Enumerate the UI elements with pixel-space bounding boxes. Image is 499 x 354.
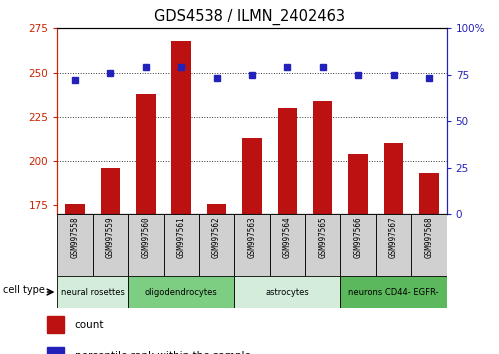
Text: count: count	[75, 320, 104, 330]
Text: GSM997567: GSM997567	[389, 217, 398, 258]
Bar	[128, 276, 235, 308]
Text: oligodendrocytes: oligodendrocytes	[145, 287, 218, 297]
Text: GSM997558: GSM997558	[70, 217, 79, 258]
Bar	[136, 94, 156, 214]
Bar	[57, 276, 128, 308]
Bar	[376, 214, 411, 276]
Bar	[340, 276, 447, 308]
Text: GSM997568: GSM997568	[425, 217, 434, 258]
Bar	[199, 214, 235, 276]
Text: cell type: cell type	[3, 285, 45, 296]
Text: GSM997566: GSM997566	[354, 217, 363, 258]
Text: GSM997563: GSM997563	[248, 217, 256, 258]
Bar	[277, 108, 297, 214]
Bar	[47, 347, 64, 354]
Text: GSM997564: GSM997564	[283, 217, 292, 258]
Text: GSM997560: GSM997560	[141, 217, 150, 258]
Bar	[93, 214, 128, 276]
Text: percentile rank within the sample: percentile rank within the sample	[75, 350, 250, 354]
Text: neural rosettes: neural rosettes	[61, 287, 125, 297]
Bar	[340, 214, 376, 276]
Text: GDS4538 / ILMN_2402463: GDS4538 / ILMN_2402463	[154, 9, 345, 25]
Bar	[57, 214, 93, 276]
Bar	[235, 276, 340, 308]
Bar	[269, 214, 305, 276]
Bar	[235, 214, 269, 276]
Bar	[305, 214, 340, 276]
Text: GSM997559: GSM997559	[106, 217, 115, 258]
Bar	[384, 143, 403, 214]
Bar	[313, 101, 332, 214]
Bar	[411, 214, 447, 276]
Bar	[101, 168, 120, 214]
Text: astrocytes: astrocytes	[265, 287, 309, 297]
Text: neurons CD44- EGFR-: neurons CD44- EGFR-	[348, 287, 439, 297]
Bar	[348, 154, 368, 214]
Bar	[164, 214, 199, 276]
Bar	[47, 316, 64, 333]
Text: GSM997561: GSM997561	[177, 217, 186, 258]
Bar	[207, 204, 227, 214]
Bar	[65, 204, 85, 214]
Text: GSM997562: GSM997562	[212, 217, 221, 258]
Bar	[172, 41, 191, 214]
Text: GSM997565: GSM997565	[318, 217, 327, 258]
Bar	[419, 173, 439, 214]
Bar	[243, 138, 261, 214]
Bar	[128, 214, 164, 276]
